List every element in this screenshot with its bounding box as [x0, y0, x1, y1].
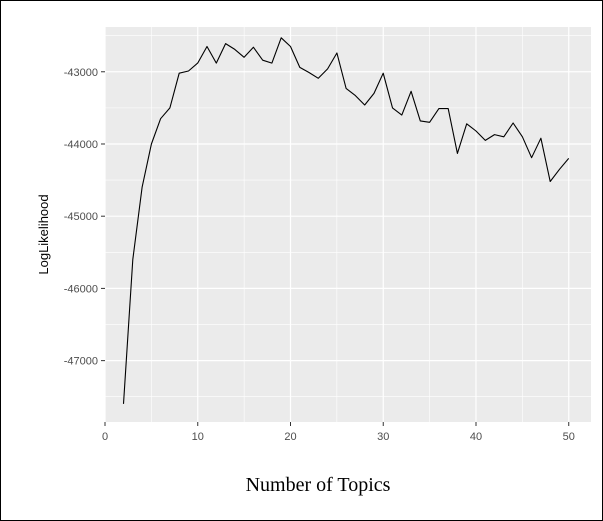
y-tick-label: -45000	[64, 211, 98, 223]
x-axis-label: Number of Topics	[246, 474, 391, 496]
x-tick-label: 0	[102, 431, 108, 443]
y-tick-label: -46000	[64, 283, 98, 295]
y-axis-label: LogLikelihood	[36, 194, 51, 274]
axis-ticks	[101, 71, 570, 426]
y-tick-label: -47000	[64, 356, 98, 368]
x-tick-label: 10	[192, 431, 204, 443]
minor-gridlines	[105, 27, 591, 422]
plot-panel	[105, 27, 591, 422]
tick-labels: 0 10 20 30 40 50 -43000 -44000 -45000 -46000 -4700…	[64, 67, 575, 443]
y-tick-label: -43000	[64, 67, 98, 79]
x-tick-label: 50	[563, 431, 575, 443]
x-tick-label: 20	[284, 431, 296, 443]
x-tick-label: 40	[470, 431, 482, 443]
series-line	[122, 37, 570, 404]
y-tick-label: -44000	[64, 139, 98, 151]
major-gridlines	[104, 27, 591, 422]
x-tick-label: 30	[377, 431, 389, 443]
